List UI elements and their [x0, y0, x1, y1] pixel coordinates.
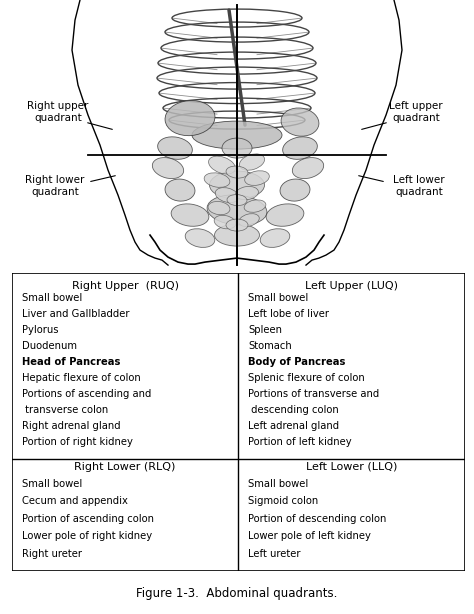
Text: Duodenum: Duodenum — [22, 341, 77, 351]
Ellipse shape — [215, 188, 239, 203]
Ellipse shape — [266, 204, 304, 227]
Text: Pylorus: Pylorus — [22, 325, 58, 335]
Text: Portion of ascending colon: Portion of ascending colon — [22, 514, 154, 524]
Ellipse shape — [227, 195, 247, 206]
Ellipse shape — [207, 195, 267, 225]
Ellipse shape — [209, 156, 236, 174]
Text: Portion of descending colon: Portion of descending colon — [248, 514, 386, 524]
Text: Left Upper (LUQ): Left Upper (LUQ) — [305, 281, 398, 290]
Text: Left adrenal gland: Left adrenal gland — [248, 421, 339, 431]
Ellipse shape — [204, 173, 230, 187]
Text: Left ureter: Left ureter — [248, 549, 301, 559]
Text: Right Upper  (RUQ): Right Upper (RUQ) — [72, 281, 179, 290]
Text: Right adrenal gland: Right adrenal gland — [22, 421, 120, 431]
Text: Splenic flexure of colon: Splenic flexure of colon — [248, 373, 365, 383]
Ellipse shape — [244, 200, 266, 212]
Ellipse shape — [239, 154, 264, 170]
Ellipse shape — [260, 229, 290, 247]
Text: Small bowel: Small bowel — [22, 293, 82, 303]
Text: Body of Pancreas: Body of Pancreas — [248, 357, 346, 367]
Text: Portions of ascending and: Portions of ascending and — [22, 389, 151, 399]
Text: Cecum and appendix: Cecum and appendix — [22, 496, 128, 507]
Text: Right ureter: Right ureter — [22, 549, 82, 559]
Text: Lower pole of right kidney: Lower pole of right kidney — [22, 531, 152, 542]
Ellipse shape — [152, 158, 183, 179]
Ellipse shape — [280, 179, 310, 201]
Ellipse shape — [226, 219, 248, 231]
Ellipse shape — [239, 214, 259, 227]
Text: Liver and Gallbladder: Liver and Gallbladder — [22, 309, 129, 319]
Text: Right upper
quadrant: Right upper quadrant — [27, 101, 89, 123]
Text: Lower pole of left kidney: Lower pole of left kidney — [248, 531, 371, 542]
Ellipse shape — [292, 158, 324, 179]
Text: Head of Pancreas: Head of Pancreas — [22, 357, 120, 367]
Ellipse shape — [165, 101, 215, 136]
Ellipse shape — [222, 138, 252, 158]
Ellipse shape — [208, 201, 230, 215]
Ellipse shape — [215, 224, 259, 246]
Text: Right lower
quadrant: Right lower quadrant — [25, 175, 85, 197]
Ellipse shape — [226, 166, 248, 178]
Text: Portion of left kidney: Portion of left kidney — [248, 437, 352, 448]
Ellipse shape — [185, 229, 215, 247]
Text: Portions of transverse and: Portions of transverse and — [248, 389, 379, 399]
Text: Spleen: Spleen — [248, 325, 282, 335]
Text: Sigmoid colon: Sigmoid colon — [248, 496, 319, 507]
Text: Left upper
quadrant: Left upper quadrant — [389, 101, 443, 123]
Ellipse shape — [171, 204, 209, 227]
Ellipse shape — [236, 187, 258, 200]
Text: Left Lower (LLQ): Left Lower (LLQ) — [306, 462, 397, 472]
Text: Figure 1-3.  Abdominal quadrants.: Figure 1-3. Abdominal quadrants. — [137, 586, 337, 600]
Text: transverse colon: transverse colon — [22, 405, 108, 415]
Ellipse shape — [165, 179, 195, 201]
Ellipse shape — [192, 121, 282, 149]
Ellipse shape — [210, 171, 264, 199]
Text: Small bowel: Small bowel — [248, 293, 309, 303]
Ellipse shape — [245, 171, 269, 185]
Text: descending colon: descending colon — [248, 405, 339, 415]
Text: Hepatic flexure of colon: Hepatic flexure of colon — [22, 373, 141, 383]
Text: Small bowel: Small bowel — [248, 479, 309, 489]
Ellipse shape — [214, 216, 236, 229]
Text: Right Lower (RLQ): Right Lower (RLQ) — [74, 462, 176, 472]
Text: Portion of right kidney: Portion of right kidney — [22, 437, 133, 448]
Ellipse shape — [281, 108, 319, 136]
Ellipse shape — [158, 137, 192, 159]
Ellipse shape — [283, 137, 317, 159]
Text: Left lower
quadrant: Left lower quadrant — [393, 175, 445, 197]
Text: Left lobe of liver: Left lobe of liver — [248, 309, 329, 319]
Text: Small bowel: Small bowel — [22, 479, 82, 489]
Text: Stomach: Stomach — [248, 341, 292, 351]
